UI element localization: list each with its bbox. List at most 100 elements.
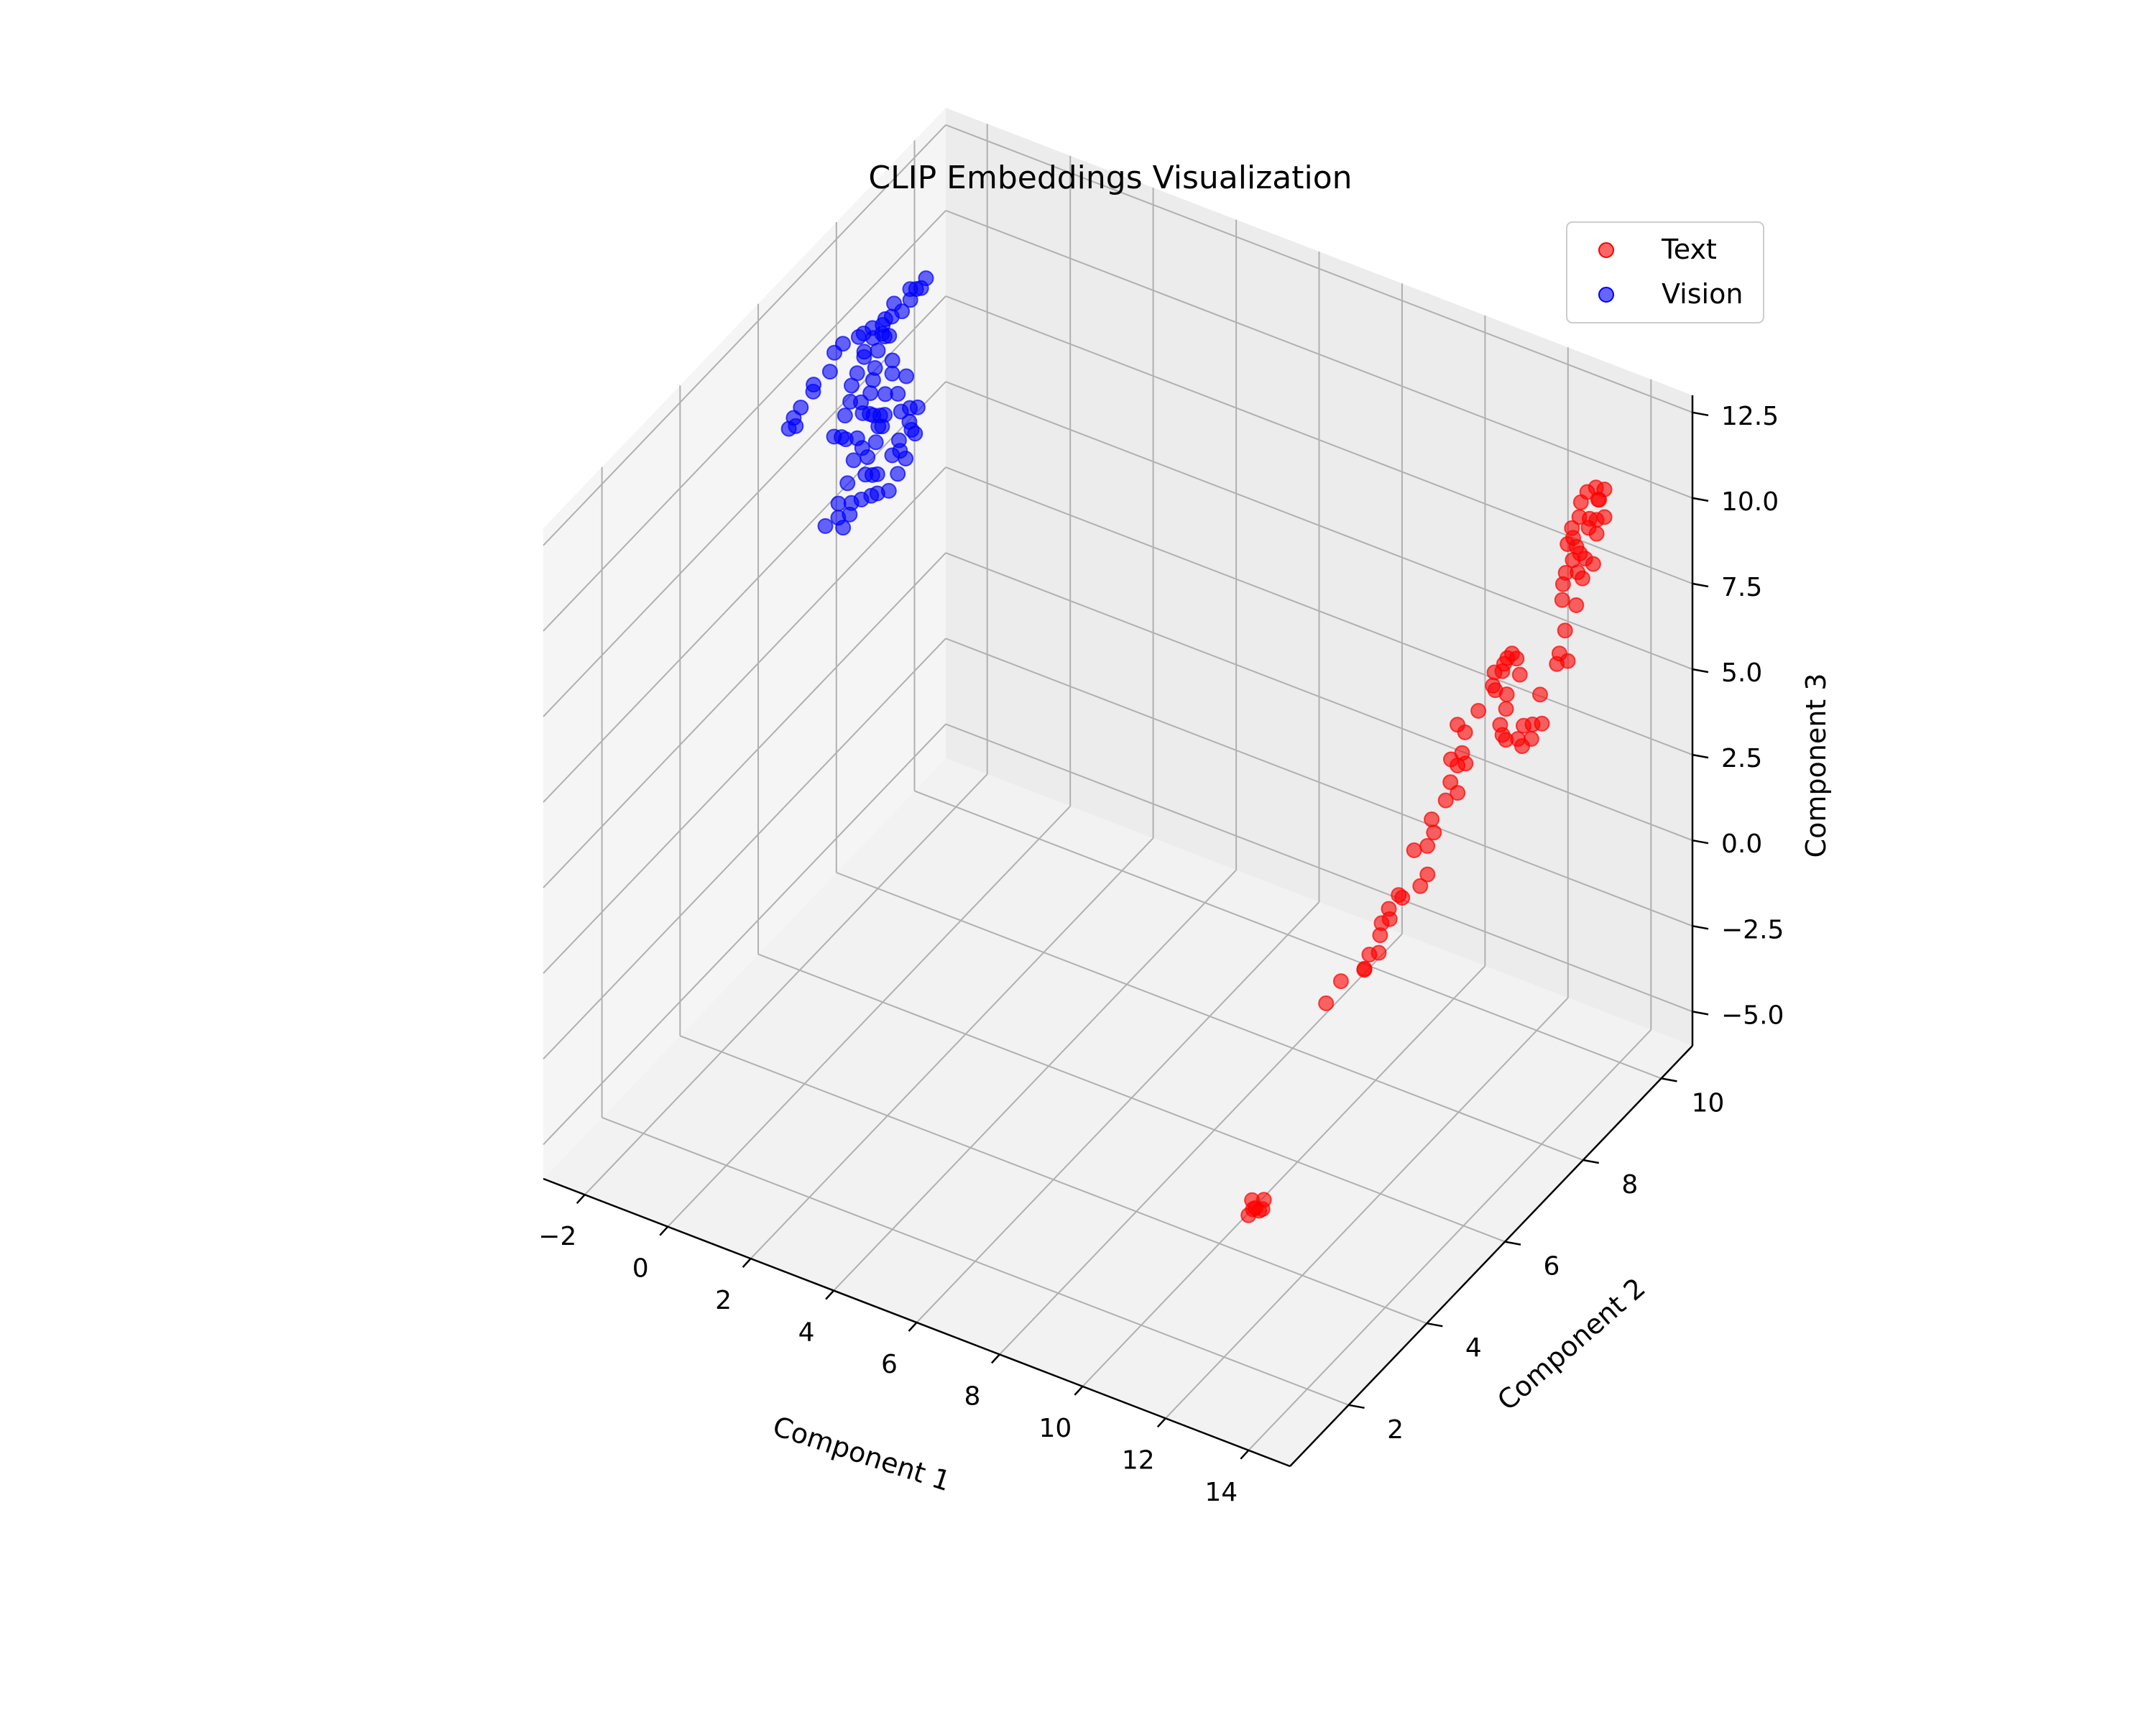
x-tick-mark: [825, 1289, 835, 1300]
data-point-vision: [839, 475, 856, 492]
x-axis-label: Component 1: [769, 1410, 954, 1497]
z-tick-label: −2.5: [1721, 915, 1784, 944]
x-tick-label: 10: [1038, 1414, 1072, 1443]
z-tick-label: 5.0: [1721, 658, 1762, 688]
data-point-vision: [867, 434, 884, 451]
data-point-text: [1370, 944, 1387, 961]
data-point-vision: [909, 399, 926, 415]
data-point-vision: [884, 352, 900, 369]
y-tick-label: 6: [1544, 1252, 1560, 1282]
data-point-text: [1554, 576, 1571, 592]
x-tick-mark: [742, 1258, 752, 1268]
data-point-vision: [845, 452, 862, 469]
x-tick-label: 8: [964, 1381, 980, 1411]
grid-line-x-floor: [584, 773, 988, 1195]
x-tick-mark: [908, 1322, 918, 1332]
z-tick-label: 0.0: [1721, 829, 1762, 859]
grid-line-z-back: [945, 723, 1693, 1013]
z-tick-label: −5.0: [1721, 1000, 1784, 1030]
grid-line-x-floor: [667, 806, 1071, 1228]
data-point-text: [1568, 538, 1585, 555]
data-point-text: [1419, 838, 1436, 854]
data-point-text: [1560, 653, 1576, 669]
grid-lines: [543, 124, 1693, 1451]
data-point-vision: [877, 407, 893, 423]
x-tick-mark: [1240, 1449, 1250, 1460]
z-tick-label: 2.5: [1721, 744, 1762, 773]
x-tick-mark: [659, 1225, 669, 1236]
data-point-vision: [817, 518, 834, 534]
data-point-text: [1596, 509, 1613, 525]
data-point-text: [1572, 494, 1589, 510]
data-point-text: [1571, 509, 1588, 525]
z-axis-label: Component 3: [1800, 673, 1832, 858]
data-point-text: [1394, 890, 1411, 906]
grid-line-z-back: [945, 124, 1693, 413]
grid-line-x-floor: [833, 869, 1237, 1292]
z-tick-mark: [1692, 411, 1709, 417]
data-point-text: [1442, 774, 1459, 791]
data-point-vision: [869, 466, 885, 482]
data-point-vision: [806, 377, 822, 393]
x-tick-mark: [1074, 1386, 1084, 1396]
data-point-vision: [826, 428, 842, 445]
x-tick-label: 14: [1204, 1478, 1238, 1507]
data-point-vision: [890, 466, 906, 482]
y-tick-mark: [1661, 1077, 1677, 1082]
grid-line-z-back: [945, 381, 1693, 671]
y-tick-label: 2: [1387, 1415, 1404, 1445]
legend-label-text: Text: [1661, 234, 1717, 265]
data-point-text: [1532, 686, 1548, 703]
data-point-text: [1381, 901, 1397, 917]
legend: Text Vision: [1566, 221, 1764, 323]
z-tick-mark: [1692, 497, 1709, 502]
z-tick-label: 12.5: [1721, 402, 1779, 431]
data-point-text: [1437, 792, 1454, 809]
x-tick-label: 2: [715, 1286, 732, 1315]
data-point-text: [1318, 995, 1335, 1011]
z-tick-label: 10.0: [1721, 487, 1779, 517]
grid-line-z-left: [543, 638, 946, 1059]
grid-line-z-left: [543, 552, 946, 974]
legend-marker-vision: [1598, 287, 1614, 303]
grid-line-z-back: [945, 552, 1693, 842]
data-point-text: [1554, 592, 1570, 608]
axis-panes: [543, 108, 1692, 1466]
data-point-vision: [883, 308, 900, 325]
grid-line-y-floor: [602, 1116, 1349, 1406]
data-point-text: [1534, 715, 1550, 732]
data-point-vision: [903, 422, 920, 438]
data-point-text: [1498, 701, 1514, 717]
grid-line-z-left: [543, 124, 946, 546]
data-point-text: [1523, 731, 1539, 747]
grid-line-y-floor: [757, 953, 1506, 1243]
tick-labels: −2 0 2 4 6 8 10 12 14 2 4 6 8 10 −5.0 −2.5 0.0 2.5 5.0 7.5 1…: [538, 402, 1784, 1507]
y-tick-mark: [1427, 1322, 1443, 1328]
data-point-vision: [830, 495, 847, 512]
grid-line-x-floor: [916, 901, 1320, 1323]
left-pane: [543, 108, 946, 1179]
data-point-text: [1256, 1192, 1272, 1208]
data-point-text: [1508, 650, 1525, 667]
data-point-vision: [902, 281, 918, 298]
x-tick-mark: [576, 1194, 586, 1205]
grid-line-z-back: [945, 209, 1693, 499]
z-tick-mark: [1692, 753, 1709, 759]
data-point-text: [1450, 717, 1465, 733]
data-points: [780, 270, 1613, 1223]
data-point-text: [1568, 597, 1585, 613]
x-tick-mark: [1156, 1417, 1166, 1428]
grid-line-x-floor: [750, 837, 1154, 1259]
data-point-vision: [881, 328, 898, 344]
chart-title: CLIP Embeddings Visualization: [868, 160, 1352, 196]
legend-frame: [1566, 221, 1764, 323]
data-point-vision: [849, 365, 865, 382]
data-point-text: [1356, 960, 1373, 977]
grid-line-z-back: [945, 466, 1693, 756]
y-tick-label: 10: [1692, 1088, 1725, 1118]
data-point-vision: [898, 451, 914, 466]
x-tick-mark: [990, 1353, 1000, 1364]
x-tick-label: 4: [798, 1318, 815, 1348]
